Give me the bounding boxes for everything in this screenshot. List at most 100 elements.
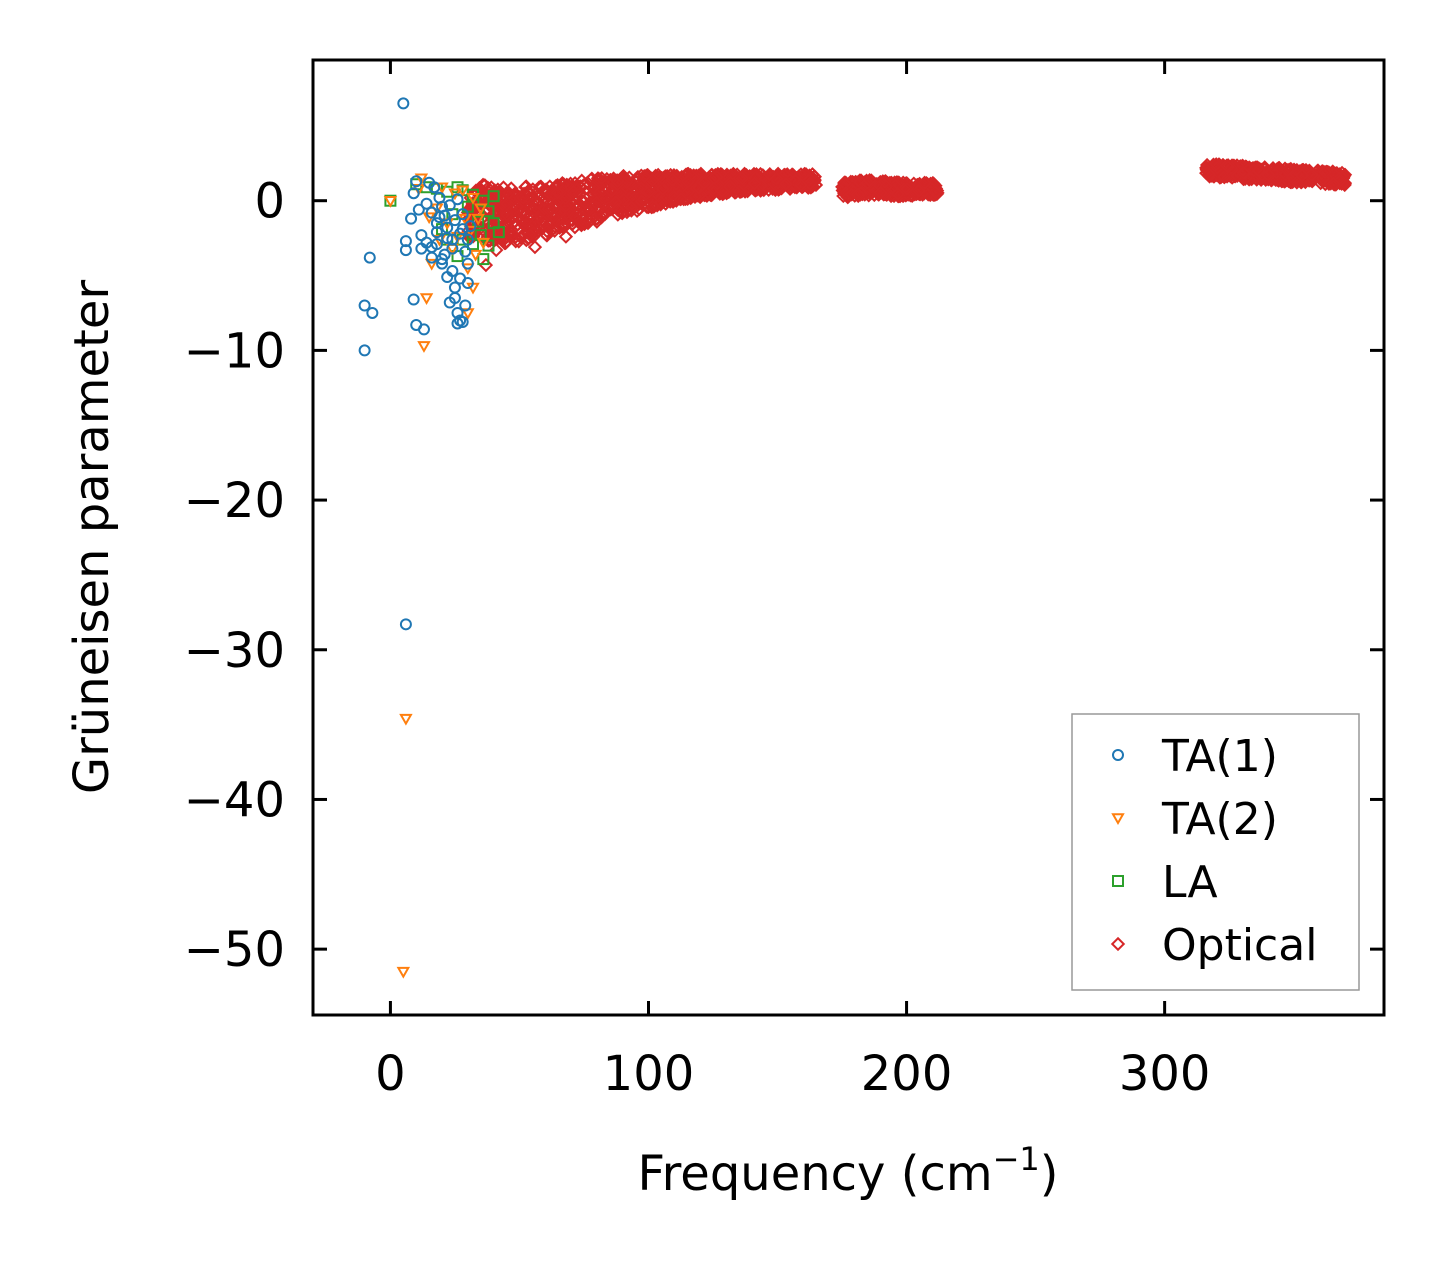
series-optical-point — [899, 181, 915, 197]
series-ta-1-point — [464, 220, 477, 233]
axes-frame — [311, 58, 1386, 1017]
series-ta-1-point — [417, 323, 430, 336]
series-optical-point — [544, 202, 560, 217]
legend: TA(1) TA(2) LA Optical — [1071, 713, 1360, 991]
series-optical-point — [673, 192, 688, 207]
series-optical-point — [633, 189, 648, 204]
legend-item-optical: Optical — [1110, 920, 1317, 971]
series-optical-point — [1209, 157, 1224, 172]
series-ta-1-point — [415, 242, 428, 255]
series-optical-point — [610, 202, 625, 217]
data-marks — [358, 97, 1353, 979]
series-ta-1-point — [443, 199, 456, 212]
series-optical-point — [539, 223, 555, 239]
series-optical-point — [867, 187, 882, 203]
series-ta-1-point — [399, 235, 412, 248]
series-ta-1-point — [451, 193, 464, 206]
series-optical-point — [727, 183, 742, 198]
series-optical-point — [896, 182, 912, 197]
y-tick-label: −10 — [184, 323, 285, 379]
series-optical-point — [722, 179, 738, 194]
series-optical-point — [526, 202, 541, 217]
series-optical-point — [748, 170, 763, 186]
series-optical-point — [1219, 158, 1234, 173]
series-ta-1-point — [423, 176, 436, 189]
series-optical-point — [594, 171, 609, 186]
series-la-point — [477, 253, 490, 266]
series-ta-1-point — [407, 293, 420, 306]
series-optical-point — [516, 190, 531, 205]
y-tick-label: −50 — [184, 922, 285, 978]
series-ta-2-point — [419, 293, 434, 306]
legend-marker-optical — [1110, 936, 1126, 952]
series-optical-point — [577, 215, 592, 231]
series-ta-1-point — [399, 244, 412, 257]
series-optical-point — [873, 185, 888, 200]
series-optical-point — [706, 181, 721, 196]
series-ta-1-point — [366, 306, 379, 319]
series-optical-point — [576, 189, 592, 205]
x-tick-label: 100 — [603, 1046, 695, 1102]
series-ta-2-point — [450, 231, 465, 244]
series-optical-point — [1255, 167, 1270, 182]
y-tick-label: 0 — [254, 174, 285, 230]
series-optical-point — [680, 174, 695, 189]
series-optical-point — [581, 203, 596, 218]
legend-label-ta-2: TA(2) — [1161, 794, 1278, 845]
series-ta-2-point — [424, 258, 439, 271]
series-optical-point — [1334, 174, 1349, 189]
series-ta-1-point — [420, 197, 433, 210]
series-optical-point — [917, 184, 932, 199]
series-optical-point — [853, 185, 869, 201]
series-optical-point — [518, 214, 533, 229]
series-optical-band-1 — [460, 166, 824, 251]
series-optical-point — [1269, 165, 1284, 180]
series-ta-2-point — [474, 203, 488, 216]
series-optical-point — [616, 192, 631, 207]
x-axis-label: Frequency (cm−1) — [637, 1140, 1058, 1202]
series-optical-point — [661, 178, 677, 193]
series-optical-point — [510, 199, 525, 214]
series-ta-1-point — [436, 253, 449, 266]
series-ta-1-point — [456, 315, 469, 328]
y-tick-label: −20 — [184, 473, 285, 529]
series-optical-point — [753, 178, 769, 193]
series-optical-point — [562, 209, 577, 224]
legend-label-la: LA — [1162, 857, 1218, 908]
series-optical-point — [747, 176, 762, 191]
series-optical-point — [911, 183, 926, 199]
series-optical-point — [499, 207, 515, 223]
series-optical-point — [917, 175, 932, 190]
series-optical-point — [793, 177, 809, 193]
series-optical-point — [1269, 172, 1285, 188]
series-optical-point — [508, 229, 523, 245]
series-optical-point — [921, 187, 936, 202]
series-ta-1-point — [425, 251, 438, 264]
series-optical-point — [552, 185, 568, 201]
legend-marker-ta-1 — [1112, 749, 1124, 761]
series-optical-point — [908, 186, 924, 201]
series-optical-point — [670, 171, 685, 186]
series-optical-point — [762, 167, 777, 182]
series-optical-point — [641, 184, 657, 199]
series-optical-point — [504, 181, 519, 196]
series-optical-point — [904, 185, 920, 200]
series-optical-point — [558, 229, 574, 244]
series-optical-point — [548, 196, 563, 211]
series-optical-point — [630, 170, 646, 185]
series-optical-point — [522, 227, 538, 243]
series-ta-1-point — [358, 344, 371, 357]
series-optical-point — [1304, 167, 1319, 182]
series-optical-point — [505, 215, 520, 231]
series-la-point — [487, 190, 500, 203]
series-ta-2-point — [399, 713, 413, 726]
series-optical-point — [537, 193, 552, 208]
series-optical-point — [1280, 162, 1295, 178]
y-tick: −30 — [184, 623, 1384, 679]
series-optical-point — [599, 191, 614, 206]
series-ta-1-point — [405, 212, 418, 225]
series-ta-1-point — [446, 242, 459, 255]
series-ta-1-point — [433, 191, 446, 204]
series-ta-1-point — [433, 211, 446, 224]
